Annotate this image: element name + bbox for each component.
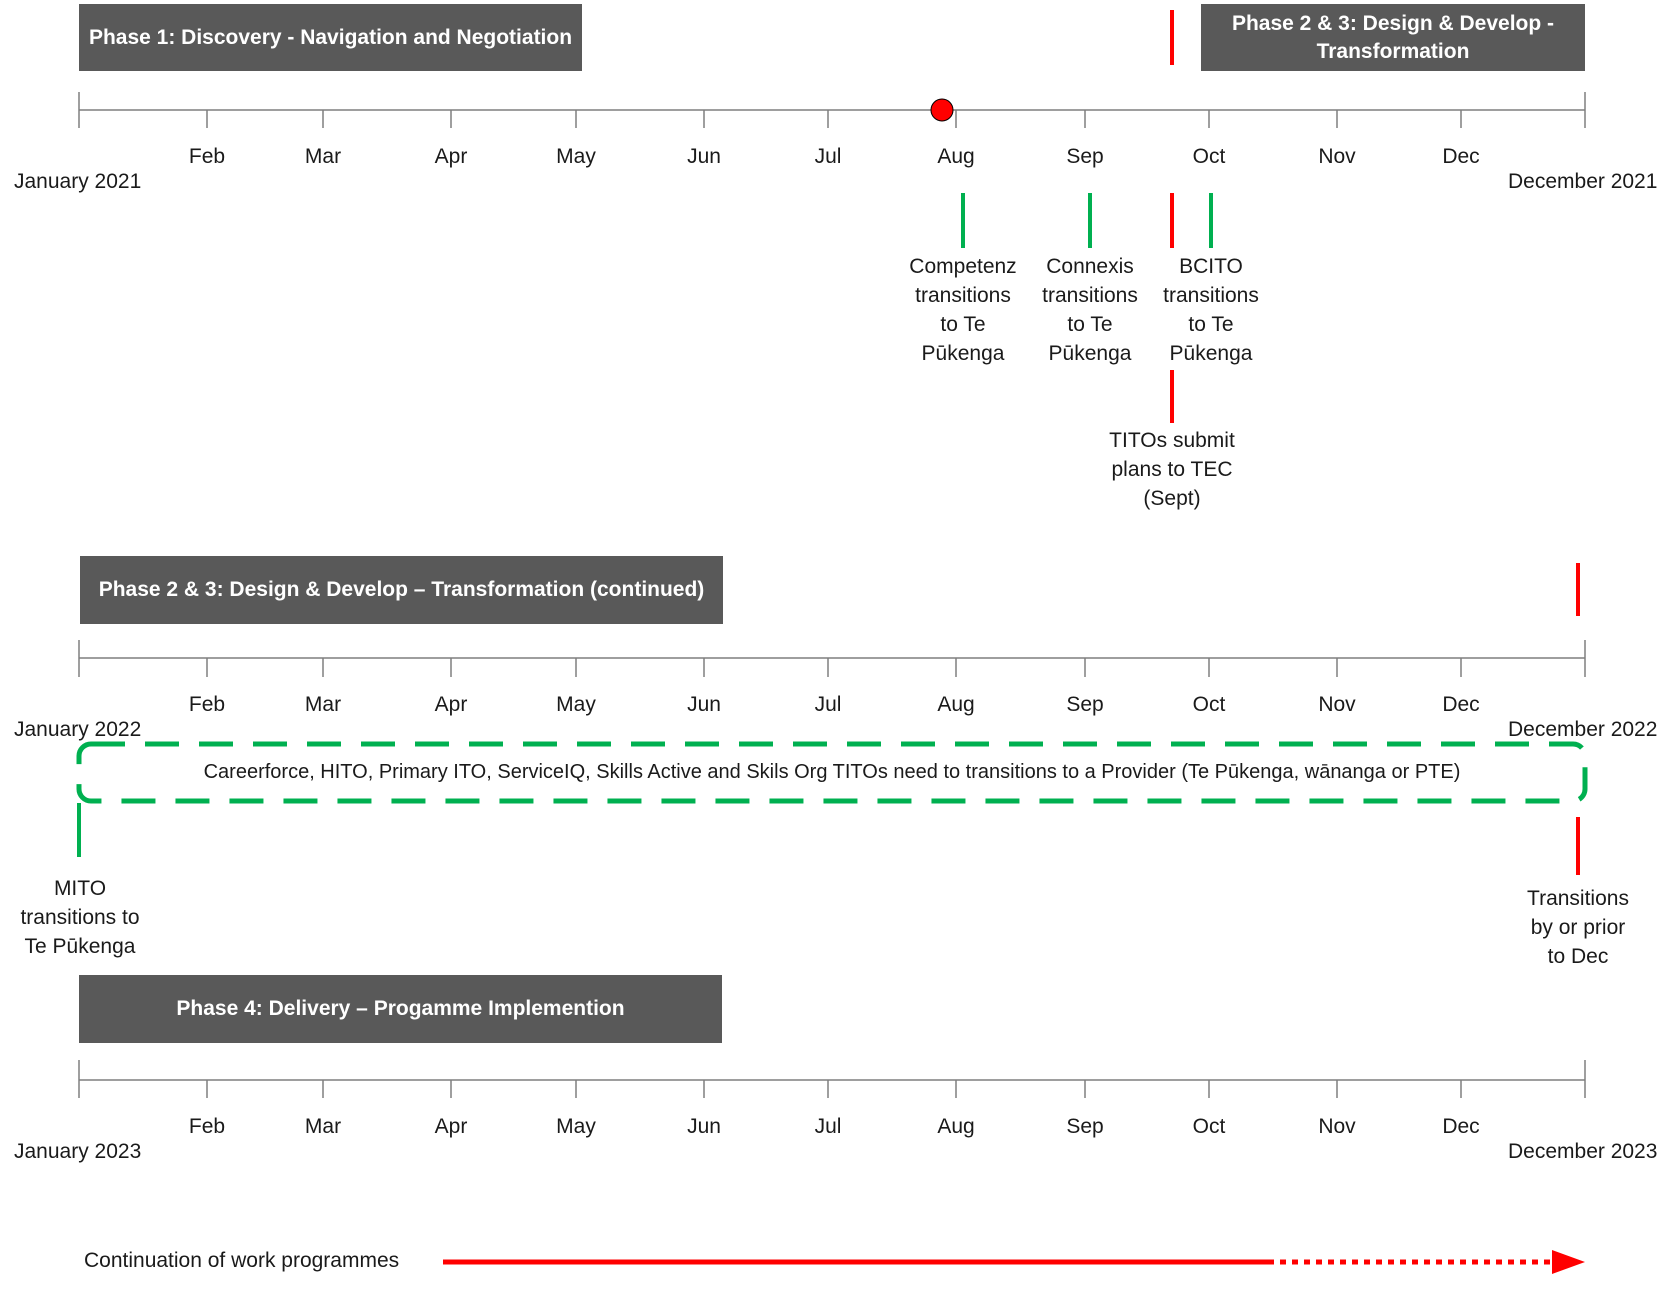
phase23-label-line1: Phase 2 & 3: Design & Develop -: [1231, 11, 1555, 35]
timeline-2023-end-label: December 2023: [1508, 1140, 1658, 1163]
month-label: Feb: [188, 145, 226, 168]
timeline-2023-axis: [78, 1060, 1586, 1098]
note-line: to Dec: [1547, 945, 1609, 968]
note-line: transitions: [915, 284, 1011, 307]
note-line: (Sept): [1143, 487, 1201, 510]
note-line: Competenz: [909, 255, 1017, 278]
month-label: Jun: [687, 693, 721, 716]
note-line: transitions to: [20, 906, 140, 929]
competenz-note: Competenz transitions to Te Pūkenga: [898, 252, 1028, 368]
timeline-2021-axis: [78, 92, 1586, 128]
tito-transition-band-text: Careerforce, HITO, Primary ITO, ServiceI…: [203, 761, 1461, 783]
month-label: Jul: [814, 145, 842, 168]
month-label: Sep: [1066, 1115, 1104, 1138]
phase1-label: Phase 1: Discovery - Navigation and Nego…: [88, 25, 573, 49]
month-label: Apr: [434, 693, 468, 716]
timeline-2022-end-label: December 2022: [1508, 718, 1658, 741]
connexis-note: Connexis transitions to Te Pūkenga: [1025, 252, 1155, 368]
month-label: May: [556, 693, 596, 716]
note-line: Connexis: [1046, 255, 1134, 278]
timeline-2022-start-label: January 2022: [14, 718, 142, 741]
current-date-marker: [930, 98, 954, 122]
timeline-2021-start-label: January 2021: [14, 170, 142, 193]
note-line: Pūkenga: [1048, 342, 1132, 365]
continuation-legend-label: Continuation of work programmes: [84, 1249, 400, 1272]
timeline-2023-start-label: January 2023: [14, 1140, 142, 1163]
note-line: Pūkenga: [1169, 342, 1253, 365]
month-label: Sep: [1066, 145, 1104, 168]
month-label: Nov: [1318, 1115, 1356, 1138]
note-line: to Te: [940, 313, 986, 336]
note-line: Te Pūkenga: [24, 935, 136, 958]
month-label: Jun: [687, 145, 721, 168]
note-line: to Te: [1067, 313, 1113, 336]
note-line: BCITO: [1179, 255, 1243, 278]
month-label: Sep: [1066, 693, 1104, 716]
month-label: Aug: [937, 145, 975, 168]
month-label: Apr: [434, 145, 468, 168]
month-label: May: [556, 145, 596, 168]
note-line: to Te: [1188, 313, 1234, 336]
month-label: Apr: [434, 1115, 468, 1138]
mito-note: MITO transitions to Te Pūkenga: [4, 874, 156, 961]
timeline-2022-axis: [78, 640, 1586, 677]
month-label: Mar: [304, 693, 342, 716]
timeline-2021-end-label: December 2021: [1508, 170, 1658, 193]
phase4-box: Phase 4: Delivery – Progamme Implementio…: [79, 975, 722, 1043]
tito-transition-band: [76, 741, 1588, 804]
month-label: Feb: [188, 693, 226, 716]
note-line: TITOs submit: [1109, 429, 1235, 452]
continuation-arrow: [443, 1250, 1585, 1274]
note-line: MITO: [53, 877, 107, 900]
month-label: Jul: [814, 693, 842, 716]
month-label: Mar: [304, 1115, 342, 1138]
note-line: Transitions: [1527, 887, 1629, 910]
transitions-dec-note: Transitions by or prior to Dec: [1508, 884, 1648, 971]
phase23-continued-label: Phase 2 & 3: Design & Develop – Transfor…: [98, 578, 705, 601]
month-label: Dec: [1442, 693, 1480, 716]
month-label: Nov: [1318, 693, 1356, 716]
month-label: Feb: [188, 1115, 226, 1138]
note-line: transitions: [1163, 284, 1259, 307]
note-line: by or prior: [1530, 916, 1626, 939]
phase4-label: Phase 4: Delivery – Progamme Implementio…: [176, 997, 625, 1020]
phase23-box: Phase 2 & 3: Design & Develop - Transfor…: [1201, 4, 1585, 71]
phase1-box: Phase 1: Discovery - Navigation and Nego…: [79, 4, 582, 71]
month-label: May: [556, 1115, 596, 1138]
phase23-continued-box: Phase 2 & 3: Design & Develop – Transfor…: [80, 556, 723, 624]
note-line: plans to TEC: [1111, 458, 1233, 481]
month-label: Aug: [937, 1115, 975, 1138]
month-label: Dec: [1442, 1115, 1480, 1138]
titos-submit-note: TITOs submit plans to TEC (Sept): [1092, 426, 1252, 513]
note-line: transitions: [1042, 284, 1138, 307]
month-label: Jul: [814, 1115, 842, 1138]
month-label: Mar: [304, 145, 342, 168]
phase23-label-line2: Transformation: [1316, 39, 1470, 63]
month-label: Dec: [1442, 145, 1480, 168]
bcito-note: BCITO transitions to Te Pūkenga: [1146, 252, 1276, 368]
month-label: Nov: [1318, 145, 1356, 168]
month-label: Aug: [937, 693, 975, 716]
month-label: Oct: [1192, 145, 1226, 168]
month-label: Oct: [1192, 1115, 1226, 1138]
note-line: Pūkenga: [921, 342, 1005, 365]
month-label: Jun: [687, 1115, 721, 1138]
month-label: Oct: [1192, 693, 1226, 716]
